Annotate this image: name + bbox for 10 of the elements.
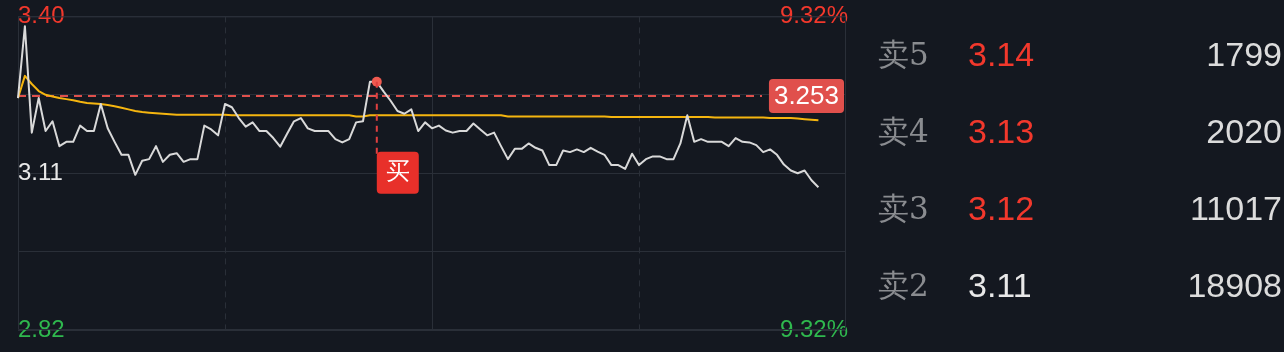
y-tick-label: 3.11 <box>18 157 63 185</box>
text: 卖3 3.12 11017 <box>878 189 1282 227</box>
text: 卖5 3.14 1799 <box>878 35 1282 73</box>
text: 卖4 3.13 2020 <box>878 112 1282 150</box>
y-tick-label: 3.40 <box>18 1 65 29</box>
y2-tick-label: 9.32% <box>779 1 848 29</box>
annotation: 买 <box>385 157 410 186</box>
text: 卖2 3.11 18908 <box>878 266 1282 304</box>
ref-line-label: 3.253 <box>773 80 840 111</box>
y-tick-label: 2.82 <box>18 314 65 342</box>
